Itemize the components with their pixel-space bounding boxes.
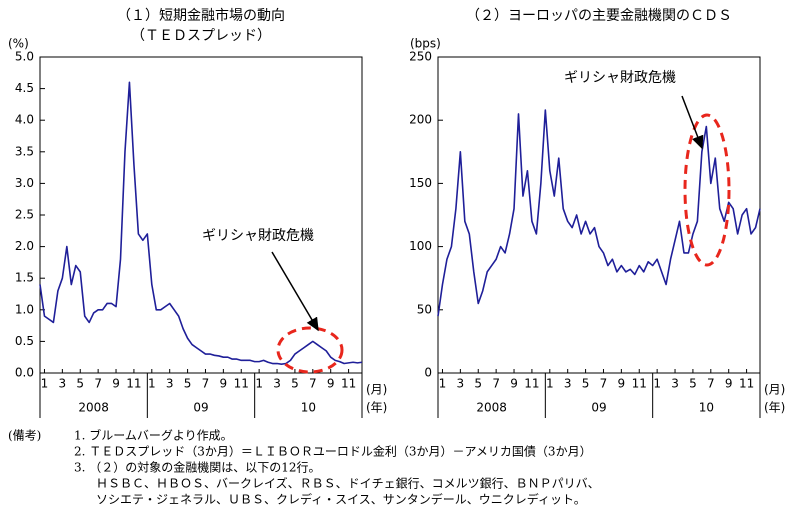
x-tick-label: 9 (725, 377, 733, 391)
x-tick-label: 3 (273, 377, 281, 391)
y-tick-label: 5.0 (15, 50, 34, 64)
x-tick-label: 5 (291, 377, 299, 391)
x-tick-label: 7 (600, 377, 608, 391)
x-tick-label: 3 (671, 377, 679, 391)
annotation-arrow (681, 95, 704, 150)
chart-subtitle: （ＴＥＤスプレッド） (131, 28, 271, 44)
x-tick-label: 1 (41, 377, 49, 391)
x-tick-label: 7 (492, 377, 500, 391)
year-label: 2008 (78, 401, 109, 415)
x-tick-label: 9 (327, 377, 335, 391)
year-label: 10 (699, 401, 714, 415)
note-line: 3. （２）の対象の金融機関は、以下の12行。 (74, 460, 321, 475)
y-tick-label: 2.0 (15, 239, 34, 253)
note-line: ＨＳＢＣ、ＨＢＯＳ、バークレイズ、ＲＢＳ、ドイチェ銀行、コメルツ銀行、ＢＮＰパリ… (96, 476, 600, 491)
group-unit: (年) (764, 401, 785, 415)
x-tick-label: 9 (510, 377, 518, 391)
plot-frame (39, 56, 363, 374)
x-tick-label: 3 (457, 377, 465, 391)
x-tick-label: 3 (166, 377, 174, 391)
x-tick-label: 7 (309, 377, 317, 391)
x-tick-label: 11 (632, 377, 647, 391)
y-tick-label: 4.5 (15, 81, 34, 95)
y-tick-label: 2.5 (15, 208, 34, 222)
x-tick-label: 5 (474, 377, 482, 391)
x-tick-label: 1 (653, 377, 661, 391)
x-tick-label: 7 (202, 377, 210, 391)
plot-frame (437, 56, 761, 374)
x-tick-label: 1 (148, 377, 156, 391)
x-tick-label: 5 (184, 377, 192, 391)
y-tick-label: 50 (417, 302, 432, 316)
y-unit: (%) (8, 37, 29, 51)
x-tick-label: 1 (439, 377, 447, 391)
y-tick-label: 4.0 (15, 113, 34, 127)
y-unit: (bps) (410, 37, 441, 51)
x-tick-label: 7 (94, 377, 102, 391)
note-line: 1. ブルームバーグより作成。 (74, 428, 233, 443)
y-tick-label: 0.5 (15, 334, 34, 348)
y-tick-label: 100 (409, 239, 432, 253)
highlight-ellipse (276, 326, 344, 374)
highlight-ellipse (683, 113, 731, 267)
x-tick-label: 1 (255, 377, 263, 391)
x-tick-label: 9 (112, 377, 120, 391)
annotation-arrow (271, 251, 319, 332)
y-tick-label: 1.0 (15, 302, 34, 316)
y-tick-label: 0 (424, 366, 432, 380)
y-tick-label: 150 (409, 176, 432, 190)
annotation: ギリシャ財政危機 (564, 70, 676, 86)
x-tick-label: 3 (59, 377, 67, 391)
x-tick-label: 11 (341, 377, 356, 391)
x-tick-label: 5 (689, 377, 697, 391)
x-tick-label: 9 (618, 377, 626, 391)
note-line: ソシエテ・ジェネラル、ＵＢＳ、クレディ・スイス、サンタンデール、ウニクレディット… (96, 492, 586, 507)
y-tick-label: 0.0 (15, 366, 34, 380)
group-unit: (年) (366, 401, 387, 415)
x-tick-label: 11 (739, 377, 754, 391)
data-line (39, 81, 363, 365)
y-tick-label: 200 (409, 113, 432, 127)
y-tick-label: 3.5 (15, 144, 34, 158)
y-tick-label: 1.5 (15, 271, 34, 285)
x-unit: (月) (764, 383, 785, 397)
x-tick-label: 5 (76, 377, 84, 391)
x-unit: (月) (366, 383, 387, 397)
annotation: ギリシャ財政危機 (202, 228, 314, 244)
y-tick-label: 3.0 (15, 176, 34, 190)
year-label: 10 (301, 401, 316, 415)
x-tick-label: 11 (524, 377, 539, 391)
chart-title: （１）短期金融市場の動向 (117, 7, 285, 24)
year-label: 09 (591, 401, 606, 415)
x-tick-label: 7 (707, 377, 715, 391)
x-tick-label: 3 (564, 377, 572, 391)
notes-label: (備考) (8, 428, 41, 443)
x-tick-label: 11 (234, 377, 249, 391)
note-line: 2. ＴＥＤスプレッド（3か月）＝ＬＩＢＯＲユーロドル金利（3か月）－アメリカ国… (74, 444, 592, 459)
y-tick-label: 250 (409, 50, 432, 64)
year-label: 2008 (476, 401, 507, 415)
x-tick-label: 9 (220, 377, 228, 391)
data-line (437, 109, 761, 317)
x-tick-label: 5 (582, 377, 590, 391)
x-tick-label: 11 (126, 377, 141, 391)
x-tick-label: 1 (546, 377, 554, 391)
chart-title: （２）ヨーロッパの主要金融機関のＣＤＳ (466, 8, 732, 24)
year-label: 09 (193, 401, 208, 415)
